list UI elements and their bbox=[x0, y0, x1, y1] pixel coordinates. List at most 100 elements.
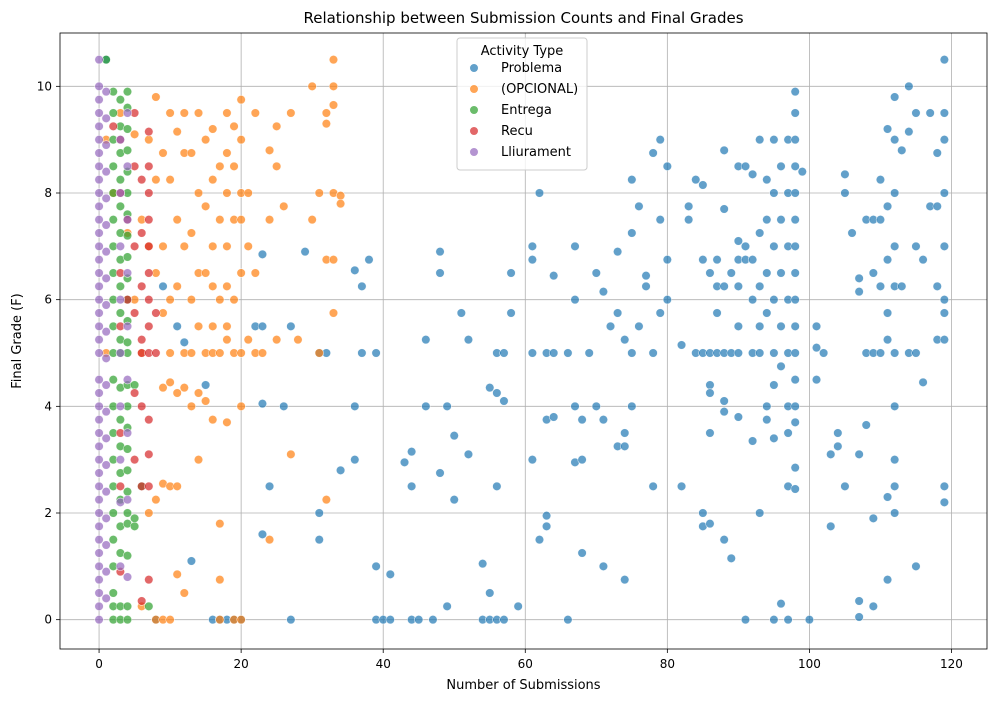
data-point bbox=[925, 108, 935, 118]
data-point bbox=[335, 191, 346, 201]
data-point bbox=[94, 228, 104, 238]
data-point bbox=[641, 281, 651, 291]
data-point bbox=[115, 201, 125, 211]
data-point bbox=[407, 481, 417, 491]
data-point bbox=[94, 401, 104, 411]
data-point bbox=[648, 348, 658, 358]
data-point bbox=[847, 228, 857, 238]
data-point bbox=[137, 335, 147, 345]
data-point bbox=[868, 601, 878, 611]
data-point bbox=[122, 444, 133, 454]
data-point bbox=[264, 145, 275, 155]
data-point bbox=[272, 161, 282, 171]
data-point bbox=[769, 433, 779, 443]
data-point bbox=[286, 108, 296, 118]
data-point bbox=[172, 127, 182, 137]
data-point bbox=[122, 428, 133, 438]
data-point bbox=[357, 281, 367, 291]
data-point bbox=[101, 220, 111, 230]
data-point bbox=[684, 201, 694, 211]
data-point bbox=[918, 255, 928, 265]
data-point bbox=[932, 201, 942, 211]
data-point bbox=[201, 380, 211, 390]
data-point bbox=[868, 268, 878, 278]
data-point bbox=[137, 281, 147, 291]
data-point bbox=[705, 388, 715, 398]
data-point bbox=[250, 268, 260, 278]
data-point bbox=[222, 241, 232, 251]
data-point bbox=[755, 508, 765, 518]
data-point bbox=[94, 268, 104, 278]
data-point bbox=[108, 121, 118, 131]
data-point bbox=[776, 361, 786, 371]
data-point bbox=[534, 188, 545, 198]
data-point bbox=[314, 508, 324, 518]
data-point bbox=[357, 348, 367, 358]
data-point bbox=[129, 388, 140, 398]
x-tick-label: 0 bbox=[95, 657, 103, 671]
data-point bbox=[613, 247, 623, 257]
x-tick-label: 60 bbox=[518, 657, 533, 671]
data-point bbox=[179, 241, 189, 251]
legend-entry-label: Entrega bbox=[501, 103, 552, 118]
data-point bbox=[676, 340, 687, 350]
data-point bbox=[122, 487, 133, 497]
data-point bbox=[172, 215, 182, 225]
data-point bbox=[243, 335, 253, 345]
data-point bbox=[179, 108, 189, 118]
data-point bbox=[790, 295, 800, 305]
data-point bbox=[158, 241, 168, 251]
data-point bbox=[790, 215, 800, 225]
data-point bbox=[769, 188, 779, 198]
data-point bbox=[698, 508, 708, 518]
legend-marker bbox=[469, 84, 479, 94]
y-axis-label: Final Grade (F) bbox=[10, 293, 25, 388]
data-point bbox=[236, 615, 246, 625]
data-point bbox=[755, 348, 765, 358]
data-point bbox=[840, 481, 850, 491]
data-point bbox=[598, 287, 609, 297]
legend-entry-label: Recu bbox=[501, 124, 533, 139]
data-point bbox=[769, 615, 779, 625]
data-point bbox=[733, 236, 743, 246]
data-point bbox=[208, 281, 218, 291]
data-point bbox=[137, 596, 147, 606]
data-point bbox=[236, 401, 246, 411]
data-point bbox=[719, 396, 729, 406]
data-point bbox=[932, 281, 942, 291]
data-point bbox=[94, 441, 104, 451]
data-point bbox=[314, 348, 324, 358]
data-point bbox=[421, 401, 431, 411]
data-point bbox=[627, 348, 637, 358]
data-point bbox=[94, 321, 104, 331]
series-entrega bbox=[101, 55, 154, 625]
data-point bbox=[272, 335, 282, 345]
data-point bbox=[94, 201, 104, 211]
data-point bbox=[108, 161, 118, 171]
data-point bbox=[875, 175, 886, 185]
data-point bbox=[478, 559, 488, 569]
data-point bbox=[201, 268, 211, 278]
data-point bbox=[101, 353, 111, 363]
data-point bbox=[769, 348, 779, 358]
data-point bbox=[94, 55, 104, 65]
data-point bbox=[122, 615, 133, 625]
data-point bbox=[733, 321, 743, 331]
data-point bbox=[201, 396, 211, 406]
data-point bbox=[144, 601, 154, 611]
data-point bbox=[762, 175, 772, 185]
data-point bbox=[854, 612, 864, 622]
data-point bbox=[165, 108, 175, 118]
data-point bbox=[740, 615, 751, 625]
data-point bbox=[449, 495, 459, 505]
data-point bbox=[94, 548, 104, 558]
data-point bbox=[712, 308, 722, 318]
data-point bbox=[719, 535, 729, 545]
data-point bbox=[747, 255, 758, 265]
x-tick-label: 80 bbox=[660, 657, 675, 671]
data-point bbox=[762, 308, 772, 318]
data-point bbox=[740, 161, 751, 171]
data-point bbox=[939, 308, 949, 318]
data-point bbox=[648, 481, 658, 491]
